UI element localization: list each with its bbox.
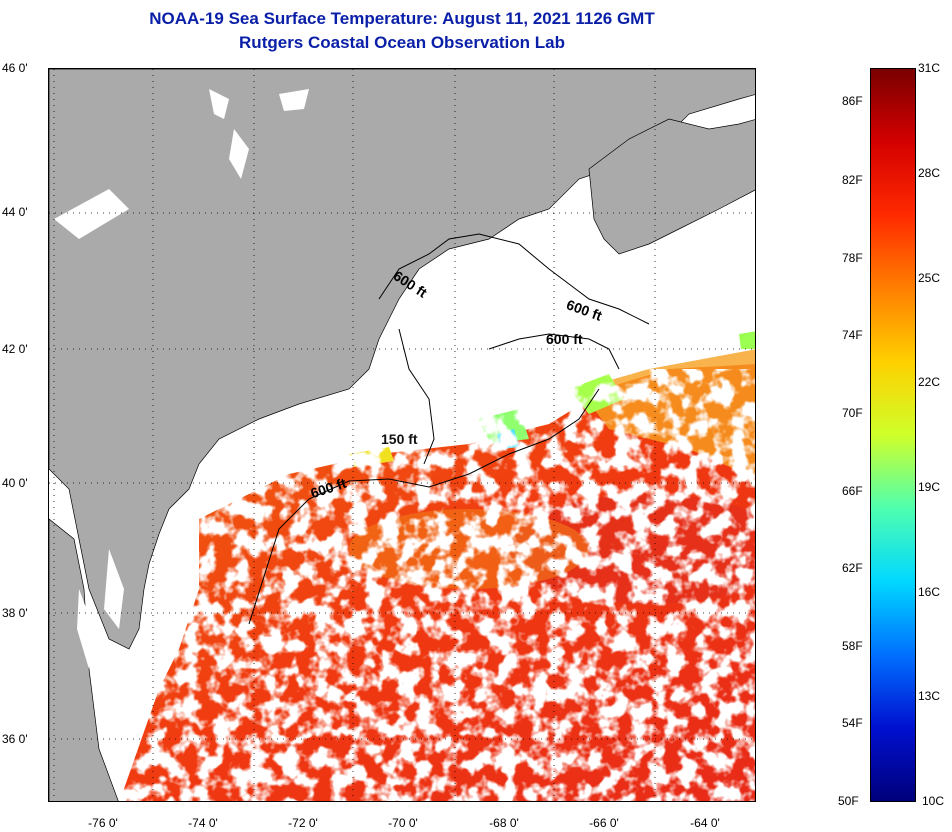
lat-label-46: 46 0' bbox=[2, 61, 28, 75]
sst-map[interactable] bbox=[48, 68, 756, 802]
colorbar-f-70: 70F bbox=[842, 406, 863, 420]
bathymetry-contours bbox=[248, 233, 650, 625]
lat-label-38: 38 0' bbox=[2, 606, 28, 620]
inland-water bbox=[54, 89, 309, 669]
colorbar-c-16: 16C bbox=[918, 585, 941, 599]
lon-label-66: -66 0' bbox=[589, 816, 619, 830]
colorbar-c-25: 25C bbox=[918, 271, 941, 285]
colorbar-c-10: 10C bbox=[922, 794, 945, 808]
colorbar-f-54: 54F bbox=[842, 716, 863, 730]
depth-label-600ft-georges: 600 ft bbox=[546, 331, 583, 347]
land-masses bbox=[49, 69, 755, 801]
lat-label-36: 36 0' bbox=[2, 732, 28, 746]
lat-label-44: 44 0' bbox=[2, 205, 28, 219]
colorbar-f-58: 58F bbox=[842, 639, 863, 653]
colorbar-f-78: 78F bbox=[842, 251, 863, 265]
lat-label-42: 42 0' bbox=[2, 342, 28, 356]
colorbar-f-86: 86F bbox=[842, 94, 863, 108]
colorbar-f-82: 82F bbox=[842, 173, 863, 187]
lon-label-64: -64 0' bbox=[690, 816, 720, 830]
colorbar-c-31: 31C bbox=[918, 61, 941, 75]
temperature-colorbar bbox=[870, 68, 916, 802]
colorbar-c-28: 28C bbox=[918, 166, 941, 180]
map-title: NOAA-19 Sea Surface Temperature: August … bbox=[149, 9, 655, 28]
depth-label-150ft: 150 ft bbox=[381, 431, 418, 447]
colorbar-f-62: 62F bbox=[842, 561, 863, 575]
lon-label-74: -74 0' bbox=[188, 816, 218, 830]
sst-field bbox=[89, 331, 755, 801]
sst-map-canvas bbox=[49, 69, 755, 801]
colorbar-f-66: 66F bbox=[842, 484, 863, 498]
map-subtitle: Rutgers Coastal Ocean Observation Lab bbox=[239, 33, 565, 52]
lon-label-70: -70 0' bbox=[388, 816, 418, 830]
lon-label-76: -76 0' bbox=[88, 816, 118, 830]
colorbar-f-50: 50F bbox=[838, 794, 859, 808]
lon-label-72: -72 0' bbox=[288, 816, 318, 830]
lat-label-40: 40 0' bbox=[2, 476, 28, 490]
colorbar-c-22: 22C bbox=[918, 375, 941, 389]
colorbar-f-74: 74F bbox=[842, 328, 863, 342]
lon-label-68: -68 0' bbox=[489, 816, 519, 830]
colorbar-c-13: 13C bbox=[918, 689, 941, 703]
colorbar-c-19: 19C bbox=[918, 480, 941, 494]
